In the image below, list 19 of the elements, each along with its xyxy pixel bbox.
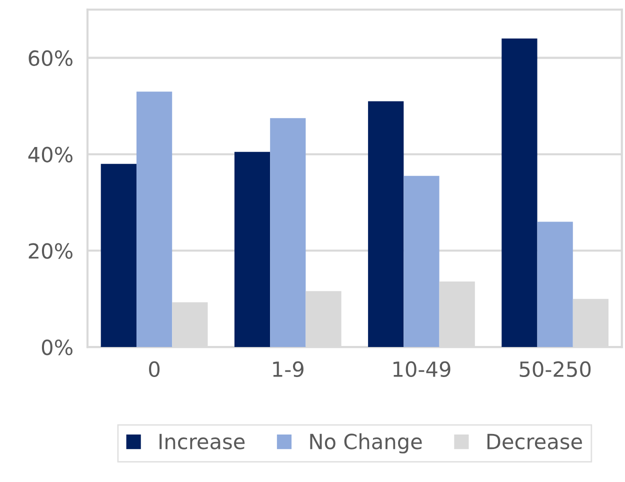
x-tick-label: 10-49 xyxy=(394,361,450,378)
bar xyxy=(368,101,404,348)
legend-label: Increase xyxy=(160,434,245,450)
x-tick-label: 0 xyxy=(149,361,160,378)
bar xyxy=(404,176,440,348)
bar xyxy=(100,164,136,348)
bar xyxy=(136,92,172,348)
bar xyxy=(270,118,306,348)
y-tick-label: 0% xyxy=(42,339,72,356)
x-tick-label: 50-250 xyxy=(520,361,591,378)
legend-label: No Change xyxy=(310,433,422,454)
x-tick-label: 1-9 xyxy=(273,361,304,378)
y-tick-label: 20% xyxy=(28,243,72,259)
legend-label: Decrease xyxy=(487,434,582,450)
y-tick-label: 60% xyxy=(28,50,72,66)
y-tick-label: 40% xyxy=(28,146,72,162)
bar xyxy=(234,152,270,348)
bar xyxy=(502,38,538,348)
bar xyxy=(537,222,573,348)
